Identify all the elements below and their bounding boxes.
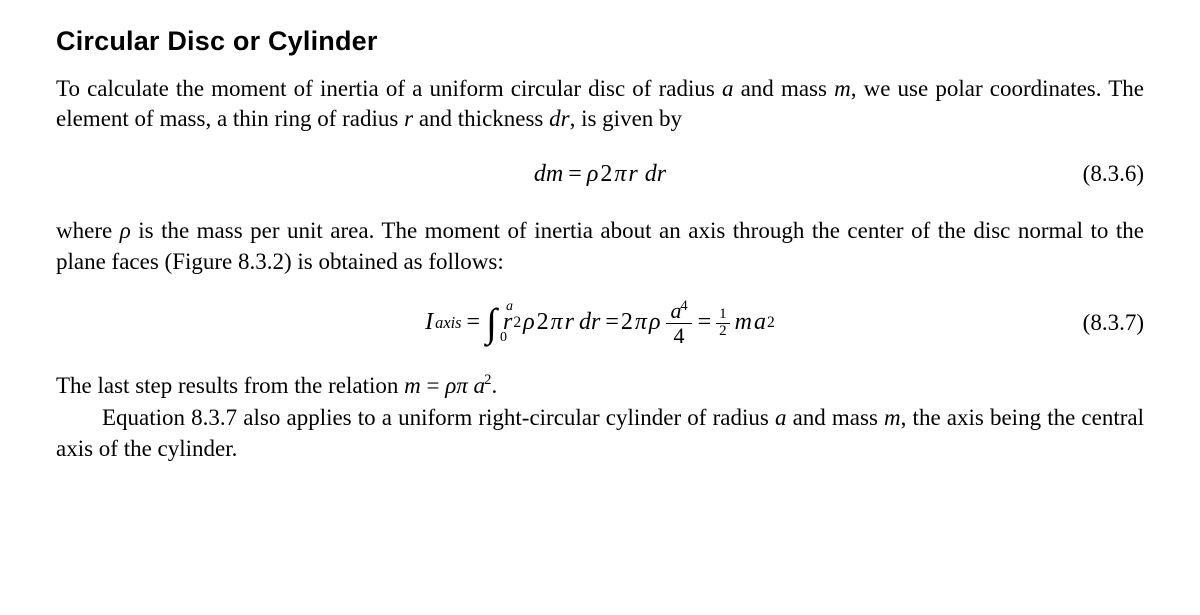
numerator: 1: [716, 307, 730, 323]
lower-limit: 0: [500, 332, 507, 343]
text: is the mass per unit area. The moment of…: [56, 218, 1144, 273]
section-heading: Circular Disc or Cylinder: [56, 24, 1144, 60]
equation-body: Iaxis = a ∫ 0 r2ρ2πr dr = 2πρ a4 4 = 1: [425, 299, 775, 346]
denominator: 4: [670, 324, 689, 347]
integral: a ∫ 0: [486, 305, 497, 341]
var-a: a: [722, 76, 734, 101]
rho: ρ: [523, 307, 535, 339]
dr: dr: [645, 159, 666, 191]
m: m: [735, 307, 752, 339]
var-rho: ρ: [120, 218, 139, 243]
rho2: ρ: [649, 307, 661, 339]
numerator: a4: [666, 299, 691, 322]
intro-paragraph: To calculate the moment of inertia of a …: [56, 74, 1144, 135]
dr: dr: [579, 307, 600, 339]
fraction-half: 1 2: [716, 307, 730, 340]
exp4: 4: [680, 298, 687, 314]
a: a: [754, 307, 766, 339]
upper-limit: a: [506, 301, 513, 312]
text: and thickness: [413, 106, 549, 131]
var-m: m: [404, 373, 421, 398]
r2: r: [565, 307, 574, 339]
text: Equation 8.3.7 also applies to a uniform…: [102, 405, 775, 430]
paragraph-4: Equation 8.3.7 also applies to a uniform…: [56, 403, 1144, 464]
text: The last step results from the relation: [56, 373, 404, 398]
two2: 2: [621, 307, 633, 339]
text: and mass: [733, 76, 834, 101]
equation-body: dm = ρ2πr dr: [534, 159, 666, 191]
dm: dm: [534, 159, 563, 191]
text: and mass: [786, 405, 884, 430]
equation-8-3-7: Iaxis = a ∫ 0 r2ρ2πr dr = 2πρ a4 4 = 1: [56, 291, 1144, 355]
pi: π: [614, 159, 626, 191]
page-content: Circular Disc or Cylinder To calculate t…: [0, 0, 1200, 498]
equals: =: [466, 307, 480, 339]
var-a: a: [775, 405, 787, 430]
text: , is given by: [570, 106, 682, 131]
r: r: [628, 159, 637, 191]
text: To calculate the moment of inertia of a …: [56, 76, 722, 101]
paragraph-2: where ρ is the mass per unit area. The m…: [56, 216, 1144, 277]
rho: ρ: [445, 373, 456, 398]
var-m: m: [834, 76, 851, 101]
equation-number: (8.3.6): [1083, 159, 1144, 189]
equals: =: [421, 373, 445, 398]
pi: π: [456, 373, 473, 398]
equals2: =: [605, 307, 619, 339]
pi2: π: [635, 307, 647, 339]
var-m: m: [884, 405, 901, 430]
two: 2: [537, 307, 549, 339]
equals: =: [568, 159, 582, 191]
var-dr: dr: [549, 106, 569, 131]
fraction-a4-4: a4 4: [666, 299, 691, 346]
pi: π: [551, 307, 563, 339]
denominator: 2: [716, 324, 730, 340]
var-r: r: [404, 106, 413, 131]
int-sign: ∫: [486, 305, 497, 341]
I: I: [425, 307, 433, 339]
period: .: [492, 373, 498, 398]
paragraph-3: The last step results from the relation …: [56, 371, 1144, 401]
text: where: [56, 218, 120, 243]
equation-number: (8.3.7): [1083, 308, 1144, 338]
two: 2: [600, 159, 612, 191]
equals3: =: [698, 307, 712, 339]
equation-8-3-6: dm = ρ2πr dr (8.3.6): [56, 148, 1144, 200]
integral-symbol: a ∫ 0: [486, 305, 497, 341]
a-squared: 2: [484, 372, 491, 388]
rho: ρ: [587, 159, 599, 191]
